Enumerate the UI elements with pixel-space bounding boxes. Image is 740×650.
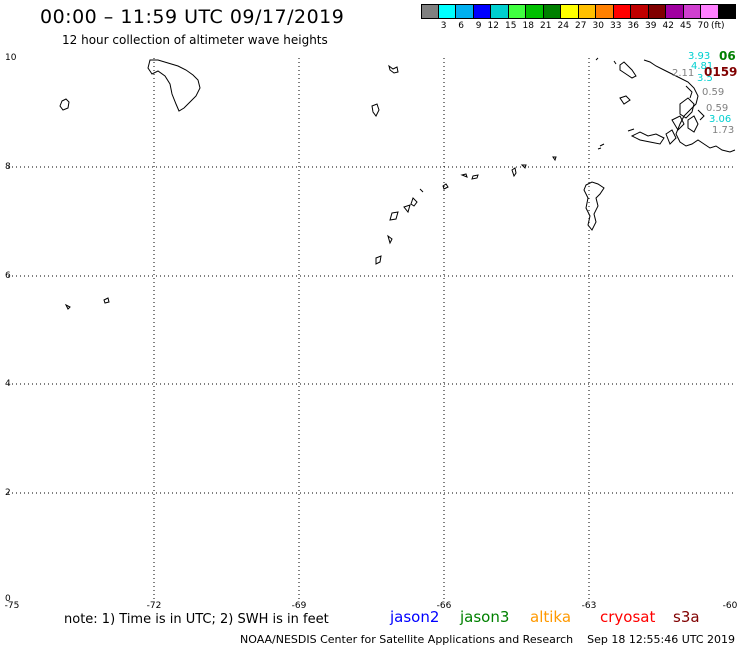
scale-label: 18 xyxy=(522,21,534,31)
scale-swatch xyxy=(543,4,561,19)
scale-label: 42 xyxy=(662,21,674,31)
wave-value: 0.59 xyxy=(706,103,729,114)
scale-label: 30 xyxy=(592,21,604,31)
scale-swatch xyxy=(526,4,544,19)
page-subtitle: 12 hour collection of altimeter wave hei… xyxy=(62,33,328,47)
scale-label: 45 xyxy=(680,21,692,31)
x-tick-label: -60 xyxy=(722,601,738,611)
satellite-label-jason3: jason3 xyxy=(460,608,510,626)
x-tick-label: -66 xyxy=(436,601,452,611)
scale-swatch xyxy=(701,4,719,19)
x-tick-label: -69 xyxy=(291,601,307,611)
coastlines xyxy=(59,57,736,310)
wave-value: 0159 xyxy=(704,65,738,79)
wave-height-color-scale: 3 6 9 12 15 18 21 24 27 30 33 36 39 42 45 70 (ft) xyxy=(421,4,736,31)
satellite-label-s3a: s3a xyxy=(673,608,700,626)
scale-label: 24 xyxy=(557,21,569,31)
scale-swatch xyxy=(631,4,649,19)
scale-label: 15 xyxy=(505,21,517,31)
scale-swatch xyxy=(718,4,736,19)
scale-label: 12 xyxy=(487,21,499,31)
scale-unit: (ft) xyxy=(711,21,725,31)
scale-label: 36 xyxy=(627,21,639,31)
scale-swatch xyxy=(491,4,509,19)
scale-swatch xyxy=(473,4,491,19)
satellite-label-jason2: jason2 xyxy=(390,608,440,626)
scale-swatch xyxy=(421,4,439,19)
scale-swatch xyxy=(456,4,474,19)
wave-value: 2.11 xyxy=(672,68,695,79)
footer-credit: NOAA/NESDIS Center for Satellite Applica… xyxy=(240,633,736,646)
y-tick-label: 10 xyxy=(5,53,17,63)
satellite-label-cryosat: cryosat xyxy=(600,608,656,626)
y-tick-label: 6 xyxy=(5,271,11,281)
scale-swatch xyxy=(438,4,456,19)
x-tick-label: -72 xyxy=(146,601,162,611)
x-tick-label: -63 xyxy=(581,601,597,611)
scale-label: 6 xyxy=(458,21,464,31)
y-tick-label: 0 xyxy=(5,594,11,604)
grid-lines xyxy=(8,58,735,600)
x-tick-label: -75 xyxy=(4,601,20,611)
note-text: note: 1) Time is in UTC; 2) SWH is in fe… xyxy=(64,612,329,627)
scale-swatch xyxy=(613,4,631,19)
scale-label: 39 xyxy=(645,21,657,31)
wave-value: 0.59 xyxy=(702,87,725,98)
scale-swatch xyxy=(508,4,526,19)
wave-value: 1.73 xyxy=(712,125,735,136)
scale-label: 21 xyxy=(540,21,552,31)
wave-value: 3.5 xyxy=(697,73,713,84)
scale-label: 33 xyxy=(610,21,622,31)
scale-swatch xyxy=(596,4,614,19)
wave-value: 4.81 xyxy=(691,61,714,72)
satellite-label-altika: altika xyxy=(530,608,572,626)
wave-value: 3.93 xyxy=(688,51,711,62)
page-title: 00:00 – 11:59 UTC 09/17/2019 xyxy=(40,6,345,28)
map-frame xyxy=(8,58,735,600)
wave-value: 06 xyxy=(719,49,736,63)
scale-label: 9 xyxy=(475,21,482,31)
y-tick-label: 4 xyxy=(5,379,11,389)
scale-label: 3 xyxy=(440,21,447,31)
y-tick-label: 2 xyxy=(5,488,11,498)
scale-label: 70 xyxy=(697,21,709,31)
y-tick-label: 8 xyxy=(5,162,11,172)
scale-swatch xyxy=(683,4,701,19)
wave-value: 3.06 xyxy=(709,114,732,125)
scale-swatch xyxy=(578,4,596,19)
scale-label: 27 xyxy=(575,21,587,31)
scale-swatch xyxy=(648,4,666,19)
color-swatches xyxy=(421,4,736,19)
scale-swatch xyxy=(561,4,579,19)
scale-swatch xyxy=(666,4,684,19)
scale-labels: 3 6 9 12 15 18 21 24 27 30 33 36 39 42 45 70 (ft) xyxy=(421,21,736,31)
